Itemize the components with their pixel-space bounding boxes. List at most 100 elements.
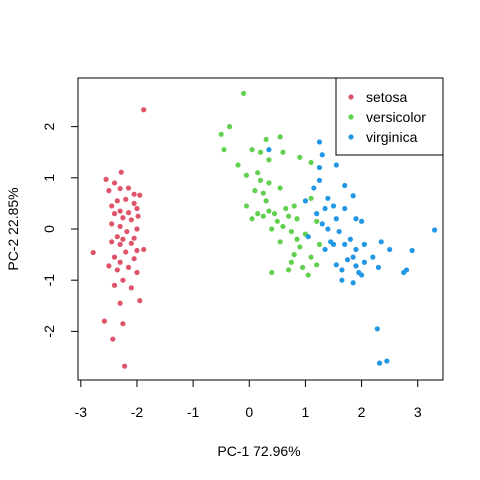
point-setosa xyxy=(131,235,137,241)
point-versicolor xyxy=(285,213,292,219)
point-virginica xyxy=(376,360,383,366)
point-versicolor xyxy=(308,195,314,201)
point-setosa xyxy=(109,203,115,209)
point-versicolor xyxy=(280,223,286,230)
point-setosa xyxy=(141,246,147,253)
point-setosa xyxy=(120,236,126,242)
point-setosa xyxy=(114,267,120,273)
point-virginica xyxy=(325,226,331,232)
point-virginica xyxy=(353,263,359,269)
point-setosa xyxy=(101,318,107,324)
point-virginica xyxy=(330,203,337,209)
point-versicolor xyxy=(257,177,264,183)
point-virginica xyxy=(311,185,317,191)
point-setosa xyxy=(131,200,137,207)
point-setosa xyxy=(110,336,116,342)
point-virginica xyxy=(314,211,320,217)
legend: setosa versicolor virginica xyxy=(335,77,444,156)
point-setosa xyxy=(117,241,123,247)
legend-label-setosa: setosa xyxy=(366,89,407,105)
point-setosa xyxy=(111,180,118,186)
legend-label-virginica: virginica xyxy=(366,129,418,145)
point-versicolor xyxy=(227,124,233,130)
point-versicolor xyxy=(300,264,306,270)
point-versicolor xyxy=(263,198,269,204)
point-versicolor xyxy=(243,203,250,209)
point-versicolor xyxy=(308,159,314,166)
legend-marker-setosa xyxy=(348,94,354,100)
x-axis-label: PC-1 72.96% xyxy=(217,443,300,459)
point-versicolor xyxy=(243,172,250,178)
point-virginica xyxy=(322,205,328,212)
point-virginica xyxy=(342,182,348,189)
point-virginica xyxy=(387,246,393,253)
point-versicolor xyxy=(266,208,272,214)
point-setosa xyxy=(114,234,120,240)
point-versicolor xyxy=(316,241,323,247)
point-setosa xyxy=(131,256,137,262)
point-setosa xyxy=(125,185,132,191)
point-setosa xyxy=(120,321,126,327)
point-setosa xyxy=(137,192,143,198)
point-virginica xyxy=(342,205,348,212)
point-versicolor xyxy=(235,162,241,168)
point-setosa xyxy=(128,240,134,246)
data-points xyxy=(90,90,438,369)
point-versicolor xyxy=(260,190,266,196)
point-versicolor xyxy=(221,147,227,153)
point-setosa xyxy=(137,298,143,304)
point-versicolor xyxy=(291,203,297,209)
point-virginica xyxy=(358,272,365,278)
point-versicolor xyxy=(260,213,266,219)
point-versicolor xyxy=(305,272,311,278)
point-versicolor xyxy=(269,226,275,232)
point-virginica xyxy=(316,177,323,183)
point-setosa xyxy=(109,239,115,245)
y-axis-label: PC-2 22.85% xyxy=(5,187,21,270)
point-setosa xyxy=(123,249,129,255)
legend-box xyxy=(335,77,444,156)
point-versicolor xyxy=(266,180,272,186)
point-setosa xyxy=(125,210,132,216)
point-setosa xyxy=(134,269,140,276)
legend-marker-versicolor xyxy=(348,114,354,120)
point-versicolor xyxy=(277,185,283,191)
point-versicolor xyxy=(288,259,294,265)
point-versicolor xyxy=(288,228,294,235)
legend-marker-virginica xyxy=(348,134,354,140)
point-setosa xyxy=(120,277,126,283)
point-setosa xyxy=(117,259,123,265)
point-versicolor xyxy=(271,211,278,217)
point-setosa xyxy=(117,185,123,192)
y-tick-label: 2 xyxy=(41,123,57,131)
point-versicolor xyxy=(249,147,255,153)
point-virginica xyxy=(378,239,384,245)
point-setosa xyxy=(141,107,147,113)
point-setosa xyxy=(103,176,109,182)
point-versicolor xyxy=(283,205,289,212)
point-setosa xyxy=(128,285,134,291)
point-virginica xyxy=(333,162,339,168)
point-versicolor xyxy=(263,136,269,143)
point-virginica xyxy=(266,147,272,153)
point-setosa xyxy=(123,196,129,202)
point-virginica xyxy=(350,280,356,286)
point-virginica xyxy=(384,358,390,364)
point-versicolor xyxy=(257,149,264,155)
point-virginica xyxy=(344,257,351,263)
point-versicolor xyxy=(297,244,303,250)
point-versicolor xyxy=(285,267,292,273)
point-setosa xyxy=(134,205,140,212)
point-virginica xyxy=(358,218,365,224)
point-versicolor xyxy=(294,216,300,222)
point-virginica xyxy=(333,262,339,268)
point-versicolor xyxy=(241,90,247,96)
point-setosa xyxy=(124,228,130,235)
point-setosa xyxy=(135,213,141,219)
point-virginica xyxy=(305,234,311,240)
point-versicolor xyxy=(249,216,255,222)
point-versicolor xyxy=(291,251,297,258)
point-versicolor xyxy=(297,154,303,160)
x-tick-label: -2 xyxy=(131,404,144,420)
point-virginica xyxy=(353,246,359,253)
